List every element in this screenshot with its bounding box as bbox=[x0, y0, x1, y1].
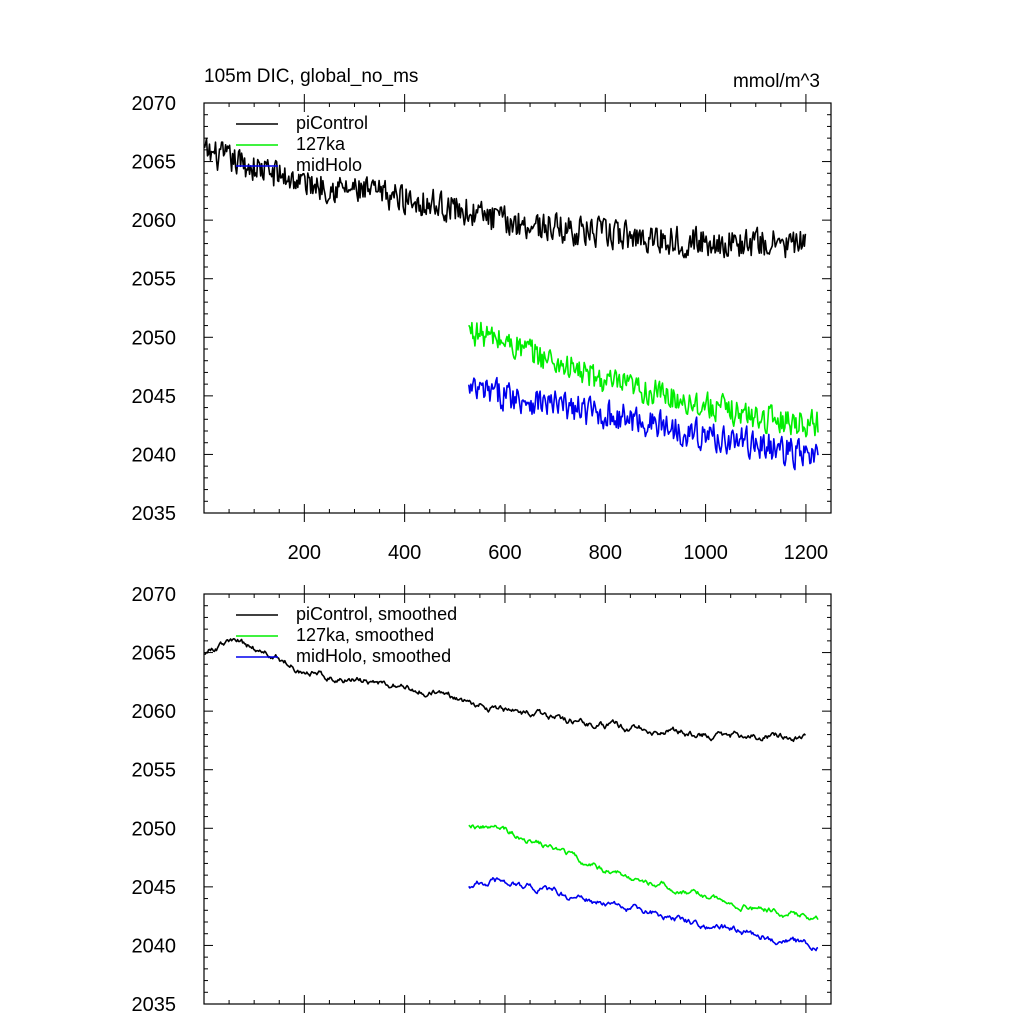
series-layer bbox=[204, 637, 819, 952]
legend-label: midHolo bbox=[296, 155, 362, 175]
y-tick-label: 2060 bbox=[132, 210, 177, 232]
series-line-midholo bbox=[468, 876, 819, 952]
tick-label-layer: 2035 2040 2045 2050 2055 2060 2065 2070 200 400 60… bbox=[132, 93, 829, 564]
y-tick-label: 2060 bbox=[132, 701, 177, 723]
series-line-127ka bbox=[468, 824, 819, 921]
y-tick-label: 2065 bbox=[132, 643, 177, 665]
y-tick-label: 2035 bbox=[132, 503, 177, 525]
y-tick-label: 2055 bbox=[132, 760, 177, 782]
series-layer bbox=[203, 137, 819, 471]
y-tick-label: 2045 bbox=[132, 386, 177, 408]
x-tick-label: 400 bbox=[388, 542, 421, 564]
plot-frame bbox=[203, 102, 832, 514]
legend-label: piControl bbox=[296, 113, 368, 133]
y-tick-label: 2040 bbox=[132, 935, 177, 957]
plot-frame bbox=[203, 593, 832, 1005]
y-tick-label: 2070 bbox=[132, 93, 177, 115]
chart-title: 105m DIC, global_no_ms bbox=[204, 66, 418, 87]
units-label: mmol/m^3 bbox=[733, 71, 820, 92]
legend-label: 127ka bbox=[296, 134, 346, 154]
legend-label: piControl, smoothed bbox=[296, 604, 457, 624]
y-tick-label: 2070 bbox=[132, 584, 177, 606]
x-tick-label: 1200 bbox=[784, 542, 829, 564]
series-line-picontrol bbox=[204, 637, 807, 743]
x-tick-label: 200 bbox=[288, 542, 321, 564]
x-tick-label: 1000 bbox=[683, 542, 728, 564]
y-tick-label: 2045 bbox=[132, 877, 177, 899]
x-tick-label: 600 bbox=[488, 542, 521, 564]
top-panel: 105m DIC, global_no_ms mmol/m^3 2035 2040… bbox=[132, 66, 832, 564]
y-tick-label: 2040 bbox=[132, 444, 177, 466]
series-line-127ka bbox=[468, 321, 819, 438]
tick-label-layer: 2035 2040 2045 2050 2055 2060 2065 2070 bbox=[132, 584, 177, 1016]
series-line-midholo bbox=[468, 376, 819, 471]
tick-layer bbox=[204, 94, 831, 522]
y-tick-label: 2050 bbox=[132, 818, 177, 840]
bottom-panel: 2035 2040 2045 2050 2055 2060 2065 2070 piContr… bbox=[132, 584, 832, 1016]
y-tick-label: 2065 bbox=[132, 152, 177, 174]
legend-label: 127ka, smoothed bbox=[296, 625, 434, 645]
series-line-picontrol bbox=[203, 137, 807, 259]
y-tick-label: 2055 bbox=[132, 269, 177, 291]
x-tick-label: 800 bbox=[589, 542, 622, 564]
tick-layer bbox=[204, 585, 831, 1013]
y-tick-label: 2050 bbox=[132, 327, 177, 349]
y-tick-label: 2035 bbox=[132, 994, 177, 1016]
legend-label: midHolo, smoothed bbox=[296, 646, 451, 666]
